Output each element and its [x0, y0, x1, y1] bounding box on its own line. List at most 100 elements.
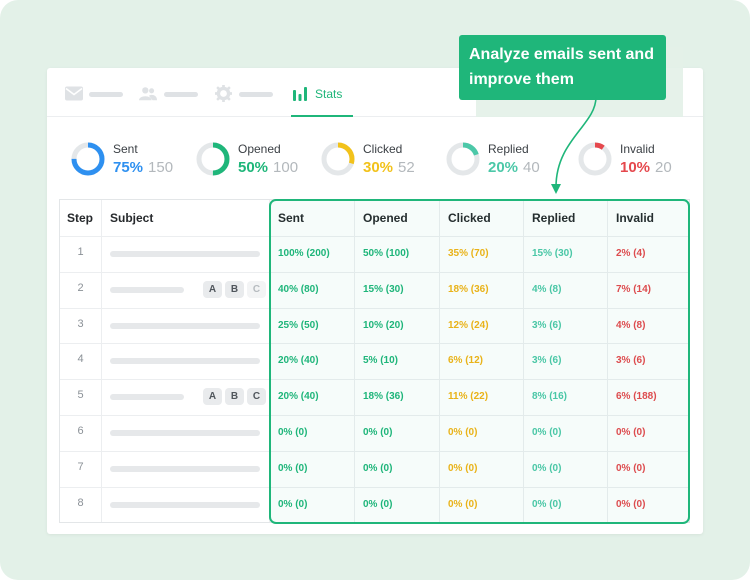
row-divider	[60, 271, 689, 273]
stat-value: 20% 40	[488, 159, 540, 176]
table-row[interactable]: 6 0% (0) 0% (0) 0% (0) 0% (0) 0% (0)	[60, 415, 689, 451]
variant-badge[interactable]: A	[203, 280, 222, 298]
callout-line-1: Analyze emails sent and	[469, 46, 654, 63]
cell-sent: 0% (0)	[278, 462, 308, 474]
variant-badge[interactable]: C	[247, 280, 266, 298]
callout: Analyze emails sent and improve them	[459, 35, 666, 100]
stat-invalid-ring	[578, 142, 612, 176]
variant-badge[interactable]: B	[225, 280, 244, 298]
subject-placeholder[interactable]	[110, 358, 260, 365]
header-replied: Replied	[532, 211, 576, 225]
step-number: 3	[77, 317, 84, 330]
table-row[interactable]: 5 A B C 20% (40) 18% (36) 11% (22) 8% (16) 6% (1…	[60, 379, 689, 415]
subject-placeholder[interactable]	[110, 501, 260, 508]
stat-value: 30% 52	[363, 159, 415, 176]
cell-sent: 25% (50)	[278, 319, 319, 331]
stat-count: 20	[655, 159, 672, 176]
step-number: 5	[77, 389, 84, 402]
row-divider	[60, 236, 689, 237]
cell-clicked: 18% (36)	[448, 283, 489, 295]
cell-opened: 5% (10)	[363, 355, 399, 367]
stat-percent: 30%	[363, 159, 394, 176]
step-number: 7	[77, 460, 84, 473]
header-opened: Opened	[363, 211, 408, 225]
stat-value: 10% 20	[620, 159, 672, 176]
cell-clicked: 0% (0)	[448, 462, 478, 474]
tab-stats-label: Stats	[315, 87, 343, 101]
bar-chart-icon	[293, 87, 307, 101]
cell-sent: 100% (200)	[278, 248, 330, 259]
variant-badge[interactable]: A	[203, 388, 222, 406]
column-divider	[523, 200, 524, 522]
stat-percent: 10%	[620, 159, 651, 176]
cell-sent: 0% (0)	[278, 427, 308, 438]
stat-count: 40	[523, 159, 540, 176]
ring-progress	[196, 142, 230, 176]
subject-placeholder[interactable]	[110, 286, 184, 293]
tab-settings-label[interactable]	[239, 92, 273, 97]
table-row[interactable]: 7 0% (0) 0% (0) 0% (0) 0% (0) 0% (0)	[60, 451, 689, 487]
column-divider	[101, 200, 102, 522]
tab-stats[interactable]: Stats	[291, 68, 353, 117]
header-subject: Subject	[110, 211, 154, 225]
mail-icon[interactable]	[65, 86, 83, 101]
ring-progress	[321, 142, 355, 176]
cell-replied: 8% (16)	[532, 391, 568, 403]
row-divider	[60, 415, 689, 416]
table-row[interactable]: 8 0% (0) 0% (0) 0% (0) 0% (0) 0% (0)	[60, 487, 689, 523]
cell-invalid: 4% (8)	[616, 319, 646, 331]
variant-badge[interactable]: B	[225, 388, 244, 406]
cell-opened: 50% (100)	[363, 248, 410, 259]
stat-replied-ring	[446, 142, 480, 176]
cell-invalid: 0% (0)	[616, 462, 646, 474]
header-step: Step	[67, 211, 94, 225]
table-row[interactable]: 3 25% (50) 10% (20) 12% (24) 3% (6) 4% (8)	[60, 308, 689, 344]
stat-count: 52	[398, 159, 415, 176]
cell-sent: 20% (40)	[278, 391, 319, 403]
tab-users-label[interactable]	[164, 92, 198, 97]
step-number: 1	[77, 246, 84, 258]
header-invalid: Invalid	[616, 211, 655, 225]
table-row[interactable]: 2 A B C 40% (80) 15% (30) 18% (36) 4% (8) 7% (14…	[60, 272, 689, 308]
subject-placeholder[interactable]	[110, 322, 260, 329]
callout-line-2: improve them	[469, 71, 574, 88]
step-number: 2	[77, 281, 84, 294]
subject-placeholder[interactable]	[110, 251, 260, 257]
subject-placeholder[interactable]	[110, 465, 260, 472]
ring-progress	[446, 142, 480, 176]
table-row[interactable]: 4 20% (40) 5% (10) 6% (12) 3% (6) 3% (6)	[60, 343, 689, 379]
stat-label: Clicked	[363, 142, 403, 156]
subject-placeholder[interactable]	[110, 394, 184, 401]
tab-mail-label[interactable]	[89, 92, 123, 97]
header-sent: Sent	[278, 211, 305, 225]
users-icon[interactable]	[139, 86, 157, 101]
stat-percent: 50%	[238, 159, 269, 176]
stat-label: Replied	[488, 142, 529, 156]
cell-replied: 0% (0)	[532, 498, 562, 510]
table-row[interactable]: 1 100% (200) 50% (100) 35% (70) 15% (30) 2% (…	[60, 236, 689, 272]
row-divider	[60, 379, 689, 381]
step-number: 6	[77, 425, 84, 437]
row-divider	[60, 307, 689, 309]
cell-clicked: 11% (22)	[448, 391, 489, 403]
cell-invalid: 6% (188)	[616, 391, 657, 403]
cell-invalid: 0% (0)	[616, 498, 646, 510]
cell-clicked: 0% (0)	[448, 427, 478, 438]
subject-placeholder[interactable]	[110, 430, 260, 436]
step-number: 8	[77, 496, 84, 509]
stat-value: 50% 100	[238, 159, 298, 176]
row-divider	[60, 486, 689, 488]
cell-sent: 20% (40)	[278, 355, 319, 367]
stat-percent: 75%	[113, 159, 144, 176]
stat-value: 75% 150	[113, 159, 173, 176]
cell-replied: 4% (8)	[532, 283, 562, 295]
ring-progress	[71, 142, 105, 176]
cell-replied: 0% (0)	[532, 462, 562, 474]
cell-opened: 18% (36)	[363, 391, 404, 403]
variant-badge[interactable]: C	[247, 388, 266, 406]
cell-invalid: 0% (0)	[616, 427, 646, 438]
cell-opened: 10% (20)	[363, 319, 404, 331]
cell-opened: 0% (0)	[363, 427, 393, 438]
gear-icon[interactable]	[215, 85, 232, 102]
ring-progress	[578, 142, 612, 176]
